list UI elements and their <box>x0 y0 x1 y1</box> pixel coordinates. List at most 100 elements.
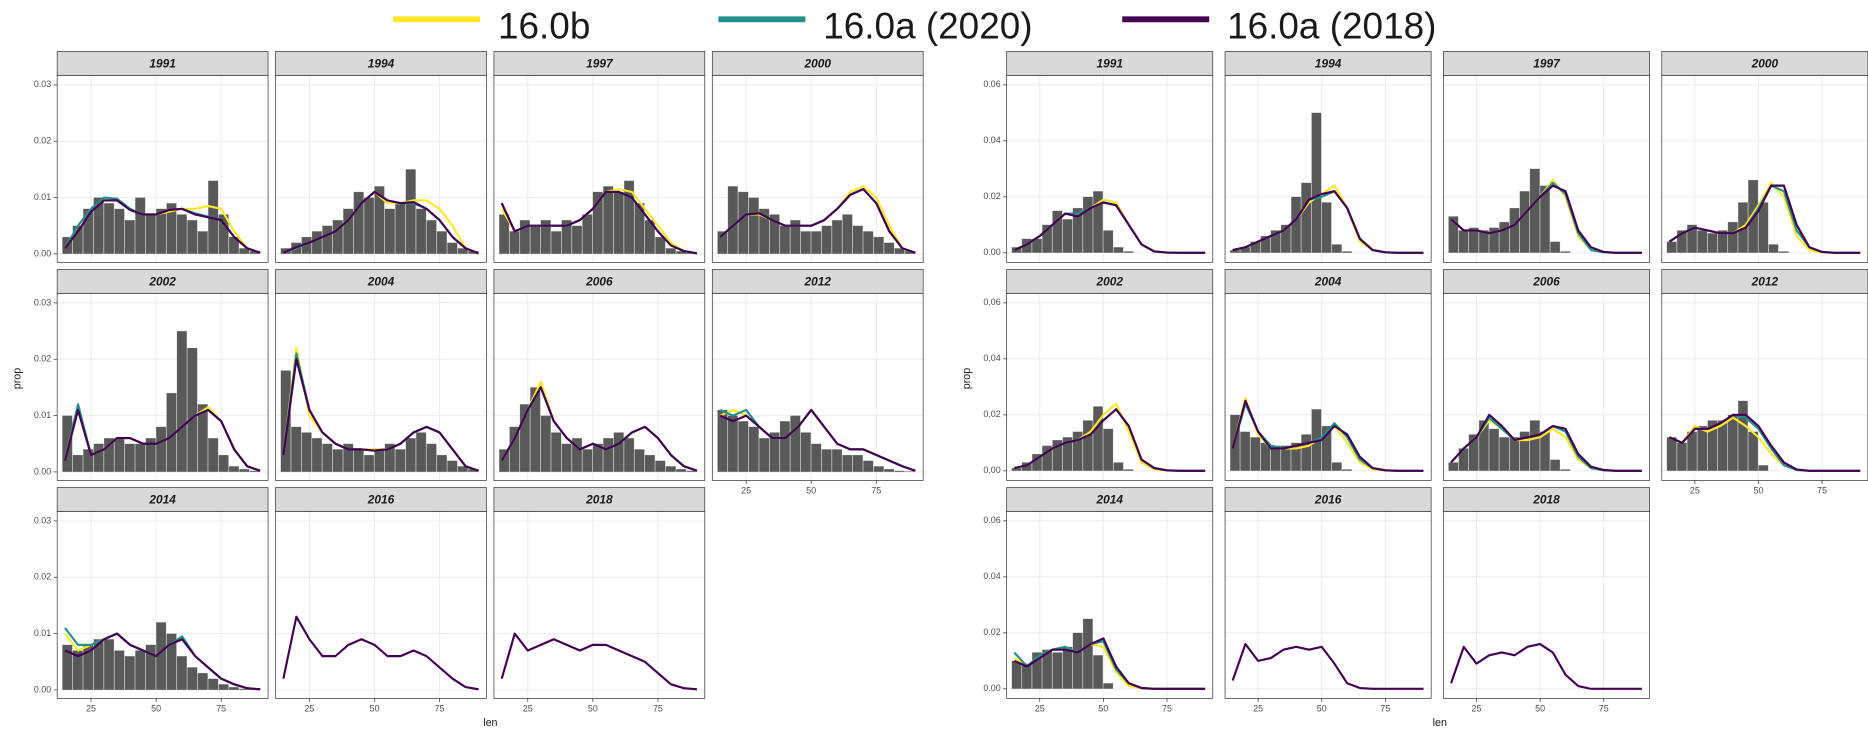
histogram-bar <box>1489 227 1500 253</box>
strip-background <box>275 51 487 76</box>
strip-background <box>1006 487 1214 512</box>
y-tick-label: 0.02 <box>983 627 1000 637</box>
histogram-bar <box>613 191 624 255</box>
histogram-bar <box>1042 649 1053 689</box>
facet-panel: 2014 0.00 0.01 0.02 0.03 25 50 75 <box>34 487 269 713</box>
y-tick-label: 0.00 <box>34 248 51 258</box>
strip-background <box>1224 487 1432 512</box>
y-tick-label: 0.01 <box>34 192 51 202</box>
histogram-bar <box>83 208 94 255</box>
facet-panel: 1997 <box>493 51 706 263</box>
histogram-bar <box>135 650 146 691</box>
histogram-bar <box>1062 646 1073 689</box>
strip-title: 2016 <box>1314 493 1342 507</box>
facet-panel: 2004 <box>275 269 487 481</box>
histogram-bar <box>405 169 416 255</box>
histogram-bar <box>655 236 666 255</box>
density-curve <box>64 199 261 254</box>
histogram-bar <box>883 242 895 255</box>
histogram-bar <box>166 203 177 255</box>
strip-background <box>1006 269 1214 294</box>
density-curve <box>1013 201 1206 254</box>
histogram-bar <box>623 437 635 473</box>
facet-panel: 2018 25 50 75 <box>493 487 706 713</box>
histogram-bar <box>62 415 73 473</box>
histogram-bar <box>748 426 759 473</box>
histogram-bar <box>1748 431 1759 471</box>
x-tick-label: 25 <box>1253 703 1263 713</box>
x-tick-label: 75 <box>1817 485 1827 495</box>
histogram-bar <box>135 443 146 473</box>
histogram-bar <box>863 460 874 473</box>
strip-background <box>1006 51 1214 76</box>
density-curve <box>719 188 916 254</box>
histogram-bar <box>311 437 323 473</box>
facet-panel: 2014 0.00 0.02 0.04 0.06 25 50 75 <box>983 487 1214 713</box>
histogram-bar <box>384 208 395 255</box>
histogram-bar <box>769 432 780 473</box>
density-curve <box>1013 637 1206 690</box>
histogram-bar <box>582 214 593 255</box>
histogram-bar <box>1509 437 1520 471</box>
histogram-bar <box>1123 469 1134 471</box>
y-axis-title: prop <box>12 368 24 389</box>
strip-title: 1994 <box>1315 57 1342 71</box>
y-tick-label: 0.00 <box>983 683 1000 693</box>
histogram-bar <box>1052 210 1063 253</box>
histogram-bar <box>863 231 874 255</box>
histogram-bar <box>738 191 749 255</box>
histogram-bar <box>1093 191 1104 253</box>
histogram-bar <box>1478 420 1489 471</box>
histogram-bar <box>1717 230 1728 253</box>
density-curve <box>1450 413 1642 472</box>
histogram-bar <box>322 443 333 473</box>
histogram-bar <box>280 370 291 473</box>
histogram-bar <box>1113 462 1124 471</box>
histogram-bar <box>1539 185 1550 253</box>
density-curve <box>63 408 261 472</box>
strip-background <box>711 269 924 294</box>
histogram-bar <box>114 437 125 473</box>
histogram-bar <box>634 449 645 473</box>
facet-panel: 1997 <box>1443 51 1650 263</box>
histogram-bar <box>603 186 614 255</box>
histogram-bar <box>1291 442 1302 471</box>
histogram-bar <box>103 203 115 255</box>
histogram-bar <box>873 466 884 473</box>
y-tick-label: 0.02 <box>983 191 1000 201</box>
histogram-bar <box>779 421 791 473</box>
histogram-bar <box>1489 428 1500 471</box>
histogram-bar <box>530 387 541 473</box>
histogram-bar <box>1103 230 1114 253</box>
histogram-bar <box>665 466 676 473</box>
histogram-bar <box>613 432 624 473</box>
histogram-bar <box>239 468 250 473</box>
histogram-bar <box>1062 437 1073 471</box>
facet-panel: 1994 <box>275 51 487 263</box>
histogram-bar <box>1311 112 1322 253</box>
y-axis-title: prop <box>961 368 973 389</box>
histogram-bar <box>1052 652 1063 689</box>
histogram-bar <box>353 449 364 473</box>
histogram-bar <box>135 197 146 255</box>
histogram-bar <box>62 644 73 691</box>
strip-title: 2014 <box>1095 493 1123 507</box>
density-curve <box>500 386 698 472</box>
histogram-bar <box>228 466 240 473</box>
histogram-bar <box>1082 420 1093 471</box>
histogram-bar <box>1737 400 1748 471</box>
facet-panel: 2006 <box>1443 269 1650 481</box>
histogram-bar <box>603 437 614 473</box>
density-curve <box>500 190 698 255</box>
density-curve <box>500 632 698 691</box>
histogram-bar <box>1666 437 1677 471</box>
histogram-bar <box>374 449 385 473</box>
histogram-bar <box>1687 431 1698 471</box>
x-tick-label: 25 <box>741 485 751 495</box>
y-tick-label: 0.02 <box>34 354 51 364</box>
histogram-bar <box>1052 439 1063 471</box>
histogram-bar <box>1519 431 1530 471</box>
density-curve <box>282 358 479 472</box>
y-tick-label: 0.02 <box>983 409 1000 419</box>
y-tick-label: 0.00 <box>34 466 51 476</box>
